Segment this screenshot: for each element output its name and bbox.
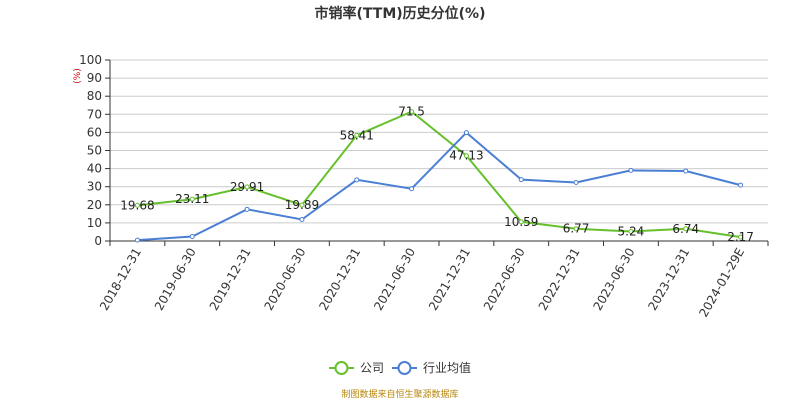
legend-marker bbox=[397, 361, 412, 375]
data-point bbox=[244, 184, 250, 190]
data-point bbox=[738, 234, 744, 240]
x-tick-label: 2018-12-31 bbox=[97, 246, 144, 313]
y-tick-label: 70 bbox=[87, 107, 102, 121]
x-tick-label: 2023-06-30 bbox=[591, 246, 638, 313]
legend-label: 行业均值 bbox=[423, 360, 471, 375]
data-point bbox=[463, 130, 469, 136]
x-tick-label: 2021-06-30 bbox=[371, 246, 418, 313]
data-point bbox=[189, 196, 195, 202]
series-line bbox=[137, 131, 741, 242]
data-label: 10.59 bbox=[504, 215, 538, 229]
data-labels: 19.68 23.11 29.91 19.89 58.41 71.5 47.13 10.59 6… bbox=[120, 105, 754, 244]
data-point bbox=[134, 202, 140, 208]
y-tick-label: 20 bbox=[87, 198, 102, 212]
legend[interactable]: 公司 行业均值 bbox=[329, 360, 471, 375]
series-lines bbox=[137, 110, 741, 242]
data-label: 23.11 bbox=[175, 192, 209, 206]
y-tick-label: 60 bbox=[87, 125, 102, 139]
y-tick-label: 0 bbox=[94, 234, 102, 248]
y-tick-label: 90 bbox=[87, 71, 102, 85]
source-note: 制图数据来自恒生聚源数据库 bbox=[341, 388, 458, 400]
data-point bbox=[409, 186, 415, 192]
data-label: 71.5 bbox=[398, 105, 425, 119]
x-tick-label: 2019-06-30 bbox=[152, 246, 199, 313]
y-tick-label: 100 bbox=[79, 53, 102, 67]
y-tick-label: 50 bbox=[87, 144, 102, 158]
data-point bbox=[409, 109, 415, 115]
data-point bbox=[299, 216, 305, 222]
data-label: 47.13 bbox=[449, 149, 483, 163]
data-label: 19.68 bbox=[120, 198, 154, 212]
data-label: 2.17 bbox=[727, 230, 754, 244]
y-axis-unit: (%) bbox=[73, 68, 83, 84]
legend-label: 公司 bbox=[360, 361, 384, 375]
chart-title: 市销率(TTM)历史分位(%) bbox=[315, 5, 486, 22]
y-tick-label: 10 bbox=[87, 216, 102, 230]
series-points bbox=[134, 109, 744, 243]
data-point bbox=[573, 180, 579, 186]
x-tick-label: 2022-12-31 bbox=[536, 246, 583, 313]
x-tick-label: 2021-12-31 bbox=[426, 245, 473, 312]
data-point bbox=[134, 237, 140, 243]
data-point bbox=[683, 226, 689, 232]
legend-item[interactable]: 公司 bbox=[329, 361, 384, 375]
y-tick-label: 80 bbox=[87, 89, 102, 103]
data-label: 29.91 bbox=[230, 180, 264, 194]
x-tick-label: 2020-06-30 bbox=[262, 246, 309, 313]
data-point bbox=[244, 206, 250, 212]
series-line bbox=[137, 110, 741, 239]
data-label: 19.89 bbox=[285, 198, 319, 212]
y-tick-labels: 0 10 20 30 40 50 60 70 80 90 100 bbox=[79, 53, 102, 248]
data-point bbox=[354, 177, 360, 183]
data-label: 5.24 bbox=[618, 225, 645, 239]
data-point bbox=[628, 167, 634, 173]
data-point bbox=[189, 233, 195, 239]
data-point bbox=[518, 177, 524, 183]
data-point bbox=[683, 168, 689, 174]
legend-marker bbox=[334, 361, 349, 375]
legend-item[interactable]: 行业均值 bbox=[392, 360, 471, 375]
data-label: 6.74 bbox=[672, 222, 699, 236]
data-point bbox=[738, 182, 744, 188]
data-label: 6.77 bbox=[563, 222, 590, 236]
x-tick-label: 2022-06-30 bbox=[481, 246, 528, 313]
data-point bbox=[573, 226, 579, 232]
x-tick-label: 2023-12-31 bbox=[645, 246, 692, 313]
x-tick-label: 2020-12-31 bbox=[316, 246, 363, 313]
data-point bbox=[299, 202, 305, 208]
data-point bbox=[463, 153, 469, 159]
data-point bbox=[518, 219, 524, 225]
grid-lines bbox=[105, 59, 768, 242]
y-tick-label: 30 bbox=[87, 180, 102, 194]
x-axis: 2018-12-31 2019-06-30 2019-12-31 2020-06-30… bbox=[97, 241, 769, 320]
data-point bbox=[354, 132, 360, 138]
data-label: 58.41 bbox=[340, 128, 374, 142]
x-tick-label: 2024-01-29E bbox=[696, 246, 747, 320]
x-tick-label: 2019-12-31 bbox=[207, 245, 254, 312]
y-tick-label: 40 bbox=[87, 162, 102, 176]
data-point bbox=[628, 229, 634, 235]
